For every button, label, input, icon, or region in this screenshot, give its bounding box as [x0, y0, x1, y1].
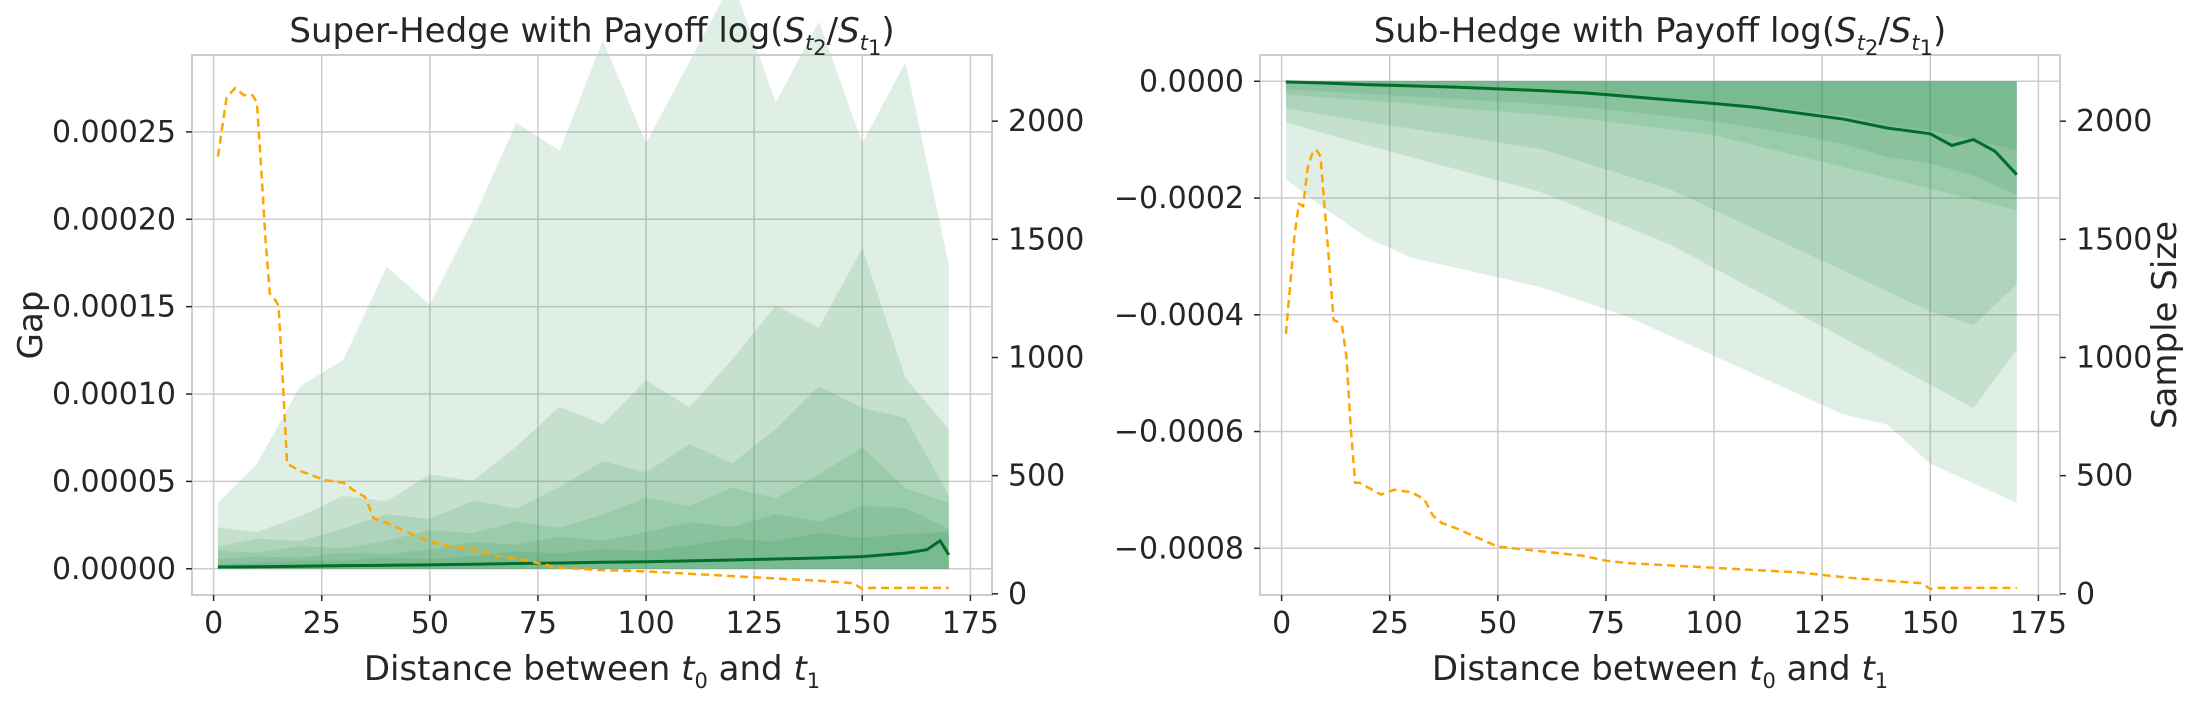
x-axis-label: Distance between t0 and t1 — [1432, 649, 1888, 693]
y2-axis-label: Sample Size — [2145, 221, 2185, 429]
y2-tick-label: 2000 — [2076, 104, 2152, 139]
quantile-band — [1285, 81, 2017, 409]
super-hedge-chart: 0 25 50 75 100 125 150 175 0.00000 0.00005 0.0001… — [11, 0, 1084, 693]
quantile-band — [217, 0, 949, 569]
x-tick-label: 0 — [204, 606, 223, 641]
y2-tick-label: 1500 — [2076, 222, 2152, 257]
y-tick-label: −0.0004 — [1114, 298, 1244, 333]
axes-frame — [191, 54, 993, 596]
axes-border — [191, 54, 993, 596]
x-tick-label: 75 — [1587, 606, 1625, 641]
y-tick-label: −0.0006 — [1114, 415, 1244, 450]
chart-title: Sub-Hedge with Payoff log(St2/St1) — [1374, 11, 1947, 60]
x-tick-label: 0 — [1272, 606, 1291, 641]
x-tick-label: 175 — [2010, 606, 2067, 641]
median-line — [217, 538, 951, 569]
quantile-bands — [217, 0, 949, 569]
plot-area — [1260, 55, 2060, 595]
y2-tick-label: 0 — [2076, 577, 2095, 612]
quantile-band — [217, 505, 949, 569]
y-tick-label: 0.00010 — [52, 377, 176, 412]
x-tick-labels: 0 25 50 75 100 125 150 175 — [1272, 595, 2067, 641]
y2-tick-label: 500 — [1008, 459, 1065, 494]
gridlines — [192, 55, 992, 595]
y-tick-label: 0.00000 — [52, 552, 176, 587]
x-tick-label: 25 — [1371, 606, 1409, 641]
x-tick-label: 175 — [942, 606, 999, 641]
y2-tick-label: 500 — [2076, 459, 2133, 494]
sub-hedge-chart: 0 25 50 75 100 125 150 175 −0.0008−0.0006−0.000… — [1114, 11, 2185, 693]
quantile-band — [1285, 81, 2017, 504]
y-tick-labels: −0.0008 −0.0006 −0.0004 −0.0002 0.0000 — [1114, 64, 1260, 566]
y2-tick-labels: 0 500 1000 1500 2000 — [992, 104, 1084, 612]
x-axis-label: Distance between t0 and t1 — [364, 649, 820, 693]
x-tick-label: 125 — [1794, 606, 1851, 641]
y2-tick-label: 1000 — [1008, 340, 1084, 375]
x-tick-label: 50 — [1479, 606, 1517, 641]
y-tick-label: −0.0002 — [1114, 181, 1244, 216]
x-tick-label: 100 — [1685, 606, 1742, 641]
quantile-band — [217, 247, 949, 569]
quantile-band — [1285, 81, 2017, 150]
y-tick-labels: 0.00000 0.00005 0.00010 0.00015 0.00020 0.000… — [52, 115, 192, 587]
median-series — [217, 538, 951, 569]
sample-size-series — [1284, 147, 2017, 591]
x-tick-label: 150 — [834, 606, 891, 641]
median-series — [1285, 80, 2018, 176]
quantile-band — [1285, 81, 2017, 211]
y-tick-label: 0.00025 — [52, 115, 176, 150]
x-tick-label: 25 — [303, 606, 341, 641]
x-tick-labels: 0 25 50 75 100 125 150 175 — [204, 595, 999, 641]
x-tick-label: 125 — [726, 606, 783, 641]
y-tick-label: −0.0008 — [1114, 531, 1244, 566]
y-tick-label: 0.0000 — [1139, 64, 1244, 99]
quantile-band — [1285, 81, 2017, 195]
y2-tick-label: 0 — [1008, 577, 1027, 612]
quantile-band — [217, 386, 949, 569]
sample-size-line — [1284, 147, 2017, 591]
y2-tick-label: 1500 — [1008, 222, 1084, 257]
axes-frame — [1259, 54, 2061, 596]
y2-tick-label: 2000 — [1008, 104, 1084, 139]
x-tick-label: 50 — [411, 606, 449, 641]
y-tick-label: 0.00005 — [52, 464, 176, 499]
y-tick-label: 0.00020 — [52, 202, 176, 237]
y-axis-label: Gap — [11, 291, 51, 360]
x-tick-label: 75 — [519, 606, 557, 641]
quantile-bands — [1285, 81, 2017, 504]
plot-area — [192, 55, 992, 595]
chart-title: Super-Hedge with Payoff log(St2/St1) — [289, 11, 894, 60]
x-tick-label: 100 — [617, 606, 674, 641]
x-tick-label: 150 — [1902, 606, 1959, 641]
gridlines — [1260, 55, 2060, 595]
sample-size-line — [216, 86, 949, 591]
axes-border — [1259, 54, 2061, 596]
median-line — [1285, 80, 2018, 176]
y-tick-label: 0.00015 — [52, 290, 176, 325]
quantile-band — [1285, 81, 2017, 326]
y2-tick-label: 1000 — [2076, 340, 2152, 375]
quantile-band — [217, 447, 949, 569]
y2-tick-labels: 0 500 1000 1500 2000 — [2060, 104, 2152, 612]
sample-size-series — [216, 86, 949, 591]
